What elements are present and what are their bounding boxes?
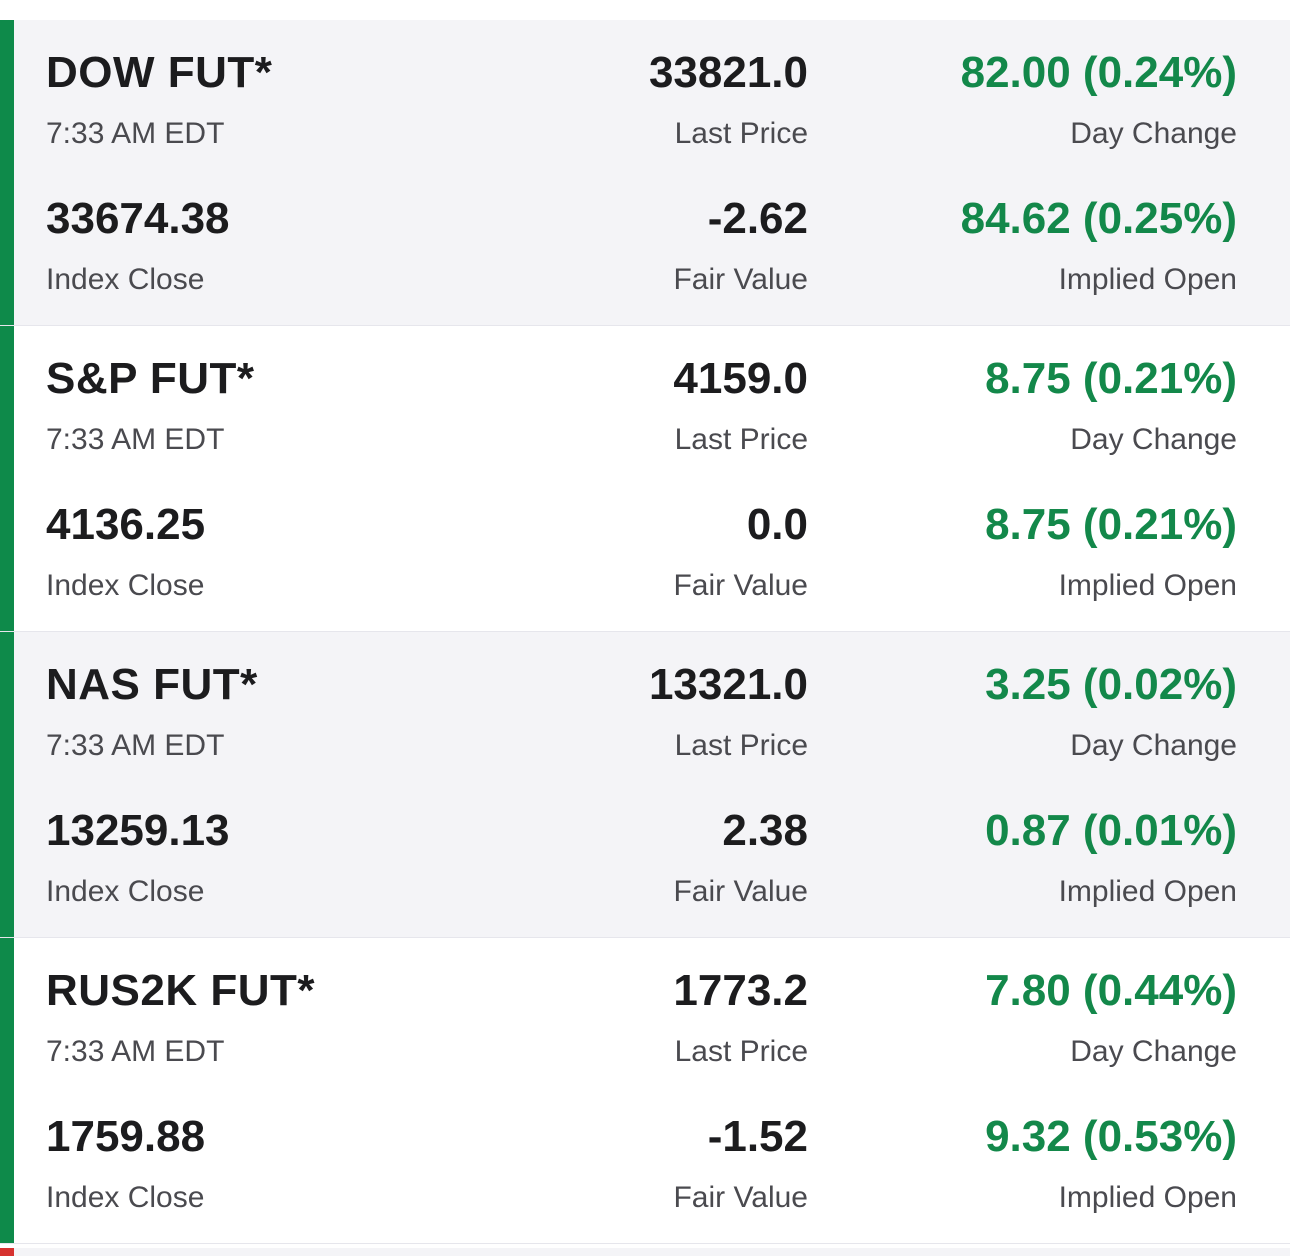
last-price-label: Last Price xyxy=(674,423,808,456)
future-name: NAS FUT* xyxy=(46,660,258,709)
trend-accent-bar xyxy=(0,938,14,1243)
last-price-value: 13321.0 xyxy=(648,660,808,709)
fair-value-value: 0.0 xyxy=(746,500,808,549)
fair-value-label: Fair Value xyxy=(673,263,808,296)
index-close-value: 13259.13 xyxy=(46,806,230,855)
day-change-value: 8.75 (0.21%) xyxy=(985,354,1237,403)
last-price-label: Last Price xyxy=(674,117,808,150)
day-change-label: Day Change xyxy=(1070,117,1237,150)
implied-open-value: 9.32 (0.53%) xyxy=(985,1112,1237,1161)
last-price-value: 33821.0 xyxy=(648,48,808,97)
fair-value-value: -1.52 xyxy=(707,1112,808,1161)
index-close-label: Index Close xyxy=(46,569,205,602)
last-price-value: 4159.0 xyxy=(673,354,808,403)
index-close-label: Index Close xyxy=(46,263,205,296)
last-price-value: 1773.2 xyxy=(673,966,808,1015)
future-name: DOW FUT* xyxy=(46,48,273,97)
quote-time: 7:33 AM EDT xyxy=(46,423,225,456)
quote-time: 7:33 AM EDT xyxy=(46,1035,225,1068)
futures-list: DOW FUT* 7:33 AM EDT 33821.0 Last Price … xyxy=(0,20,1290,1244)
futures-row-rus2k[interactable]: RUS2K FUT* 7:33 AM EDT 1773.2 Last Price… xyxy=(0,938,1290,1244)
day-change-label: Day Change xyxy=(1070,729,1237,762)
implied-open-label: Implied Open xyxy=(1058,569,1237,602)
day-change-label: Day Change xyxy=(1070,1035,1237,1068)
day-change-value: 7.80 (0.44%) xyxy=(985,966,1237,1015)
day-change-label: Day Change xyxy=(1070,423,1237,456)
trend-accent-bar xyxy=(0,20,14,325)
implied-open-label: Implied Open xyxy=(1058,263,1237,296)
future-name: RUS2K FUT* xyxy=(46,966,316,1015)
next-row-peek xyxy=(0,1248,1290,1256)
fair-value-value: 2.38 xyxy=(722,806,808,855)
quote-time: 7:33 AM EDT xyxy=(46,729,225,762)
implied-open-label: Implied Open xyxy=(1058,875,1237,908)
index-close-value: 1759.88 xyxy=(46,1112,206,1161)
trend-accent-bar xyxy=(0,326,14,631)
futures-row-sp[interactable]: S&P FUT* 7:33 AM EDT 4159.0 Last Price 8… xyxy=(0,326,1290,632)
last-price-label: Last Price xyxy=(674,729,808,762)
last-price-label: Last Price xyxy=(674,1035,808,1068)
day-change-value: 3.25 (0.02%) xyxy=(985,660,1237,709)
index-close-label: Index Close xyxy=(46,1181,205,1214)
trend-accent-bar xyxy=(0,632,14,937)
index-close-value: 4136.25 xyxy=(46,500,206,549)
quote-time: 7:33 AM EDT xyxy=(46,117,225,150)
implied-open-value: 84.62 (0.25%) xyxy=(960,194,1237,243)
futures-row-dow[interactable]: DOW FUT* 7:33 AM EDT 33821.0 Last Price … xyxy=(0,20,1290,326)
index-close-value: 33674.38 xyxy=(46,194,230,243)
implied-open-label: Implied Open xyxy=(1058,1181,1237,1214)
day-change-value: 82.00 (0.24%) xyxy=(960,48,1237,97)
future-name: S&P FUT* xyxy=(46,354,255,403)
implied-open-value: 8.75 (0.21%) xyxy=(985,500,1237,549)
fair-value-label: Fair Value xyxy=(673,569,808,602)
top-spacer xyxy=(0,0,1290,20)
fair-value-label: Fair Value xyxy=(673,875,808,908)
implied-open-value: 0.87 (0.01%) xyxy=(985,806,1237,855)
futures-row-nas[interactable]: NAS FUT* 7:33 AM EDT 13321.0 Last Price … xyxy=(0,632,1290,938)
trend-accent-bar-down xyxy=(0,1248,14,1256)
fair-value-value: -2.62 xyxy=(707,194,808,243)
fair-value-label: Fair Value xyxy=(673,1181,808,1214)
index-close-label: Index Close xyxy=(46,875,205,908)
